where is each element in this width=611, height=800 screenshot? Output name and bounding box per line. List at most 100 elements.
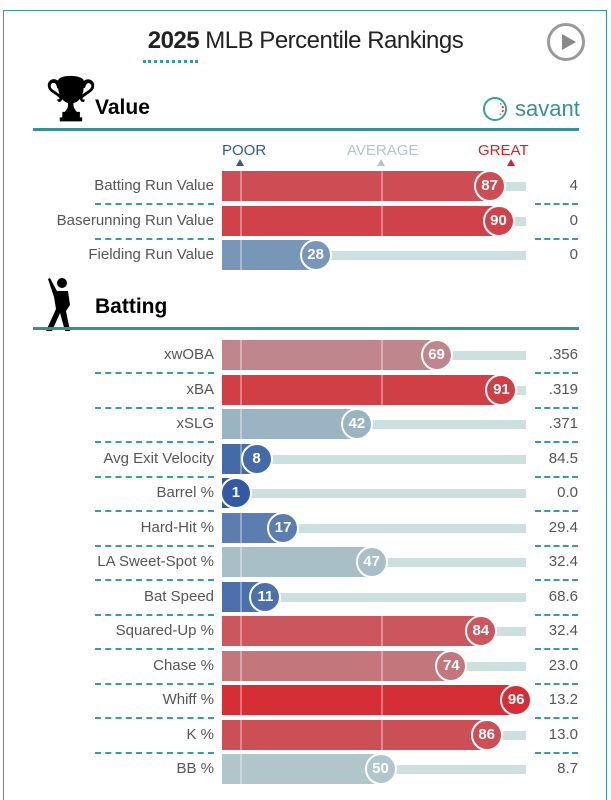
batter-icon [40,275,76,331]
metric-label: Batting Run Value [94,177,214,194]
section-title: Batting [95,295,168,318]
percentile-bar [222,409,357,439]
percentile-circle[interactable]: 8 [240,442,273,475]
metric-label: Baserunning Run Value [56,211,214,229]
percentile-circle[interactable]: 74 [435,649,468,682]
row-separator [535,648,578,650]
percentile-circle[interactable]: 42 [340,408,373,440]
percentile-circle[interactable]: 11 [249,580,282,613]
row-separator [535,441,578,443]
row-separator [535,406,578,409]
row-separator [535,475,578,478]
gridline [381,650,383,681]
metric-label: Hard-Hit % [140,518,214,536]
savant-logo[interactable]: savant [515,96,580,121]
percentile-bar [222,685,517,715]
row-separator [535,717,578,719]
row-separator [95,475,214,478]
metric-value: 84.5 [548,449,578,467]
percentile-bar [222,205,499,236]
poor-marker [236,159,244,166]
great-marker [507,159,515,166]
percentile-circle[interactable]: 47 [355,546,388,578]
row-separator [535,510,578,512]
row-separator [95,237,214,240]
gridline [240,754,242,784]
bar-track [222,592,526,602]
percentile-bar [222,171,490,201]
percentile-circle[interactable]: 90 [482,204,515,237]
section-divider [33,128,579,131]
percentile-circle[interactable]: 84 [464,615,497,647]
percentile-circle[interactable]: 69 [420,339,453,371]
metric-label: xBA [186,380,214,398]
row-separator [535,544,578,547]
percentile-circle[interactable]: 28 [299,239,332,271]
gridline [240,240,242,270]
row-separator [535,579,578,581]
metric-value: 23.0 [548,656,578,674]
metric-label: Bat Speed [143,587,214,605]
gridline [381,719,383,750]
play-icon[interactable] [547,23,585,61]
gridline [381,685,383,715]
gridline [381,616,383,646]
metric-value: 0 [569,246,578,263]
gridline [240,650,242,681]
row-separator [95,441,214,443]
metric-value: .371 [548,415,578,432]
row-separator [95,372,214,374]
percentile-circle[interactable]: 96 [500,684,533,716]
percentile-circle[interactable]: 86 [470,718,503,751]
gridline [381,205,383,236]
gridline [381,171,383,201]
row-separator [95,406,214,409]
percentile-bar [222,719,487,750]
gridline [240,581,242,612]
row-separator [535,372,578,374]
percentile-bar [222,754,381,784]
metric-label: Avg Exit Velocity [103,449,214,467]
gridline [240,685,242,715]
metric-label: xwOBA [163,346,214,363]
bar-track [222,523,526,533]
metric-value: 13.2 [548,691,578,708]
percentile-circle[interactable]: 17 [267,511,300,544]
gridline [240,409,242,439]
row-separator [535,613,578,616]
section-title: Value [95,96,150,119]
row-separator [95,751,214,754]
gridline [240,340,242,370]
gridline [240,616,242,646]
gridline [381,374,383,405]
metric-value: 0 [569,211,578,229]
row-separator [535,203,578,205]
metric-label: K % [186,725,214,743]
percentile-bar [222,374,502,405]
percentile-bar [222,547,372,577]
gridline [240,719,242,750]
metric-label: xSLG [176,415,214,432]
percentile-circle[interactable]: 50 [364,753,397,785]
metric-label: Whiff % [162,691,214,708]
row-separator [95,648,214,650]
metric-value: 29.4 [548,518,578,536]
bar-track [222,251,526,260]
baseball-icon [483,97,507,121]
metric-value: 0.0 [557,484,578,501]
percentile-circle[interactable]: 91 [485,373,518,406]
row-separator [95,203,214,205]
gridline [240,547,242,577]
row-separator [95,579,214,581]
percentile-bar [222,340,437,370]
percentile-circle[interactable]: 1 [219,477,252,509]
metric-value: 32.4 [548,622,578,639]
scale-great: GREAT [478,142,529,159]
scale-average: AVERAGE [347,142,419,159]
metric-label: BB % [176,760,214,777]
metric-label: LA Sweet-Spot % [97,553,214,570]
card-frame [3,10,607,800]
metric-label: Fielding Run Value [88,246,214,263]
percentile-bar [222,616,481,646]
percentile-circle[interactable]: 87 [473,170,506,202]
